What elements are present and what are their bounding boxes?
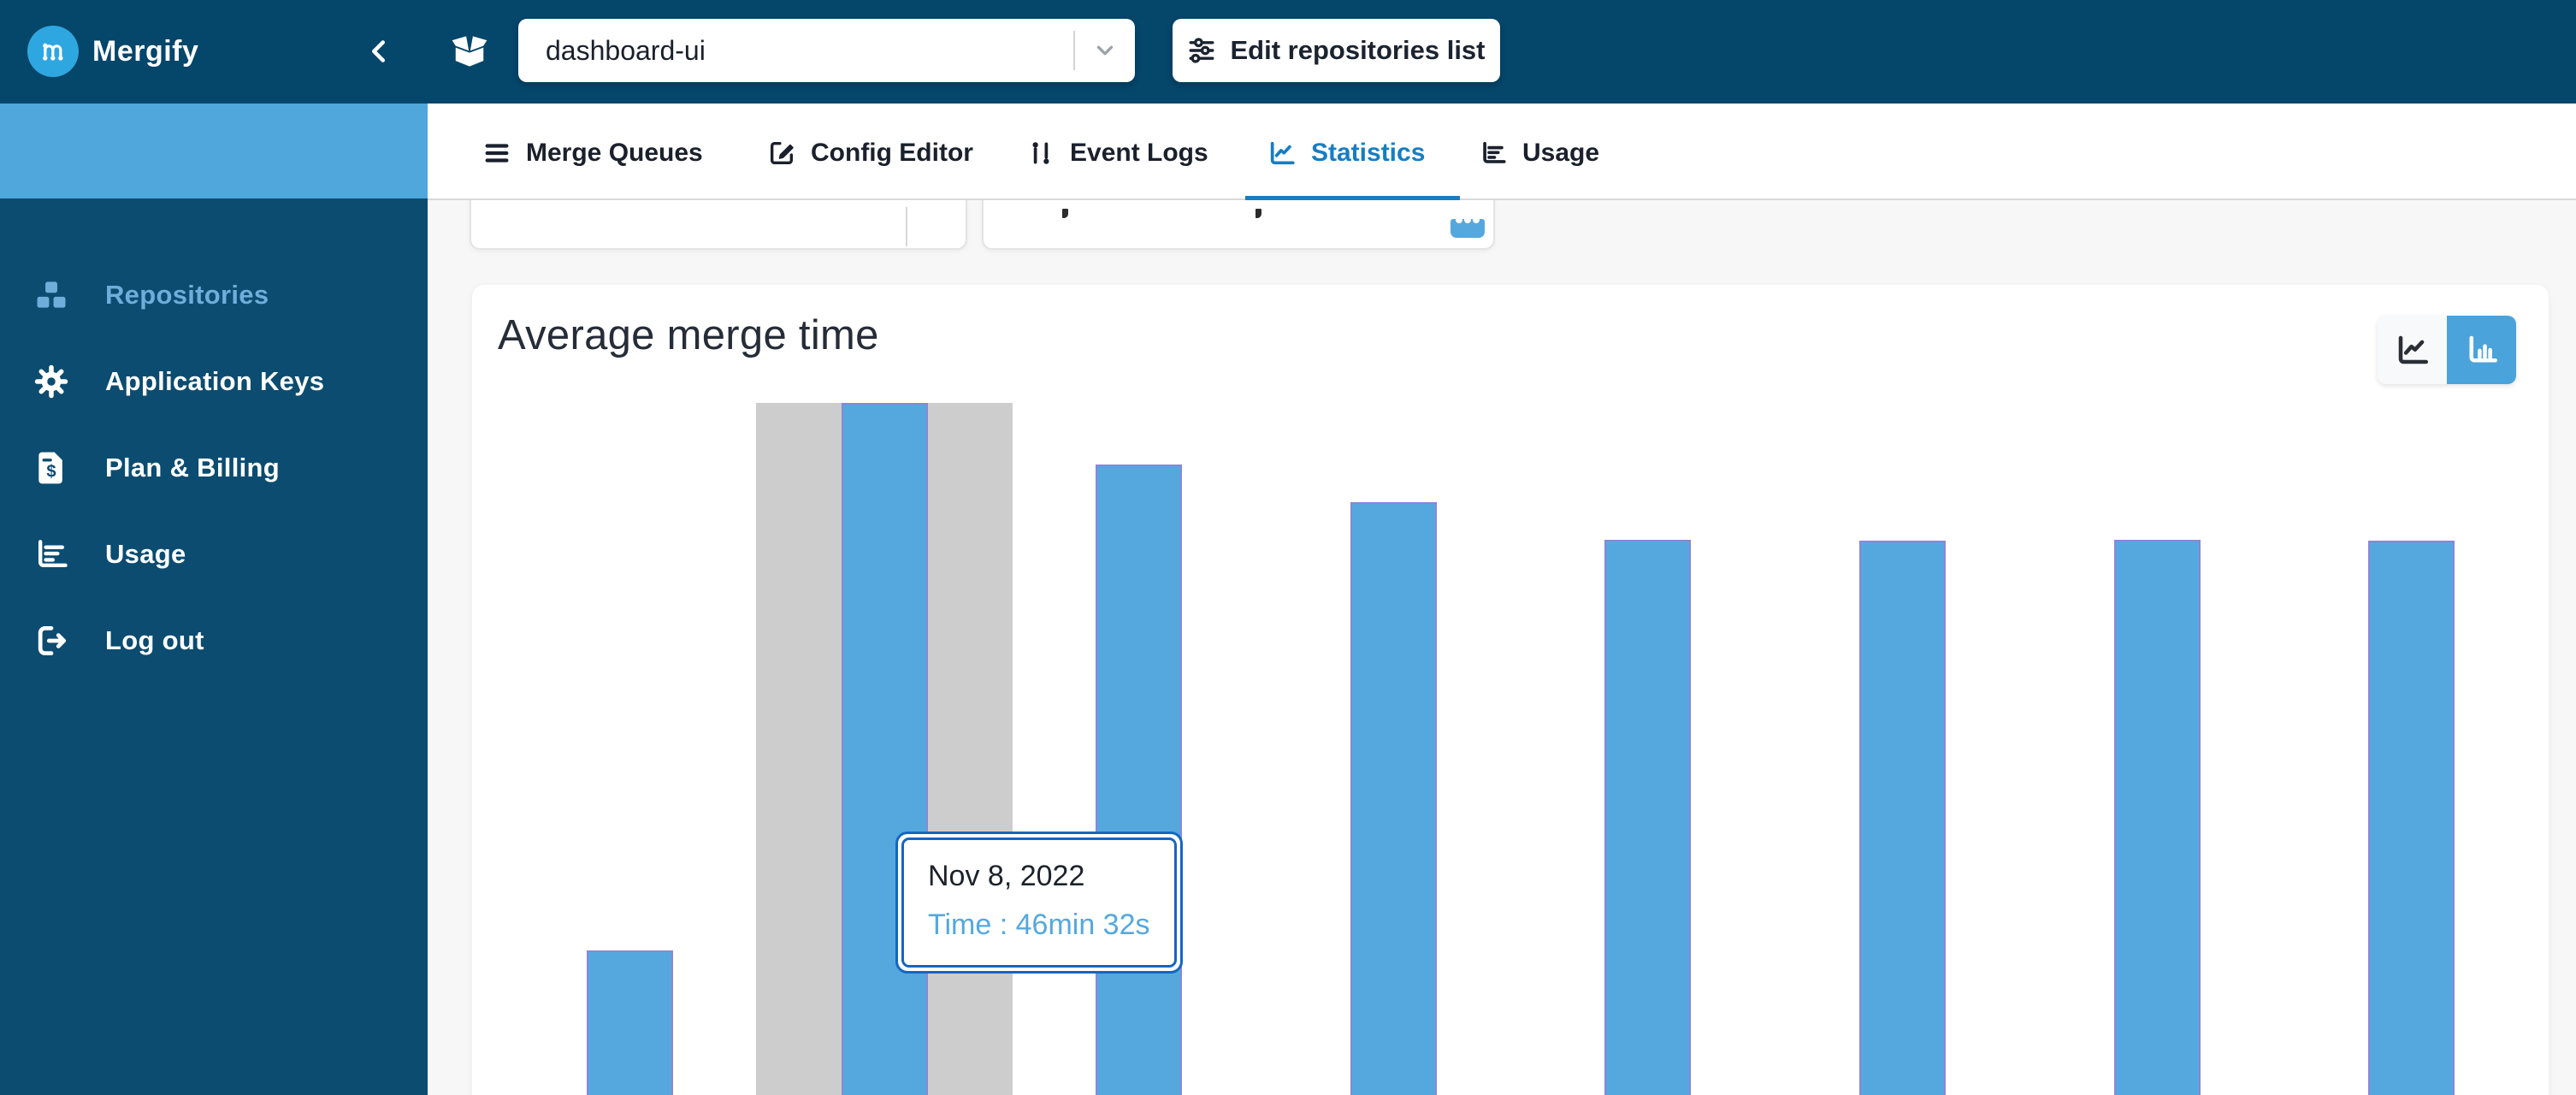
edit-repositories-label: Edit repositories list (1230, 35, 1486, 65)
svg-text:$: $ (46, 462, 56, 481)
bar-chart-toggle-button-active[interactable] (2447, 316, 2516, 384)
tooltip-value: Time : 46min 32s (928, 909, 1150, 941)
date-range-filter-clipped[interactable] (982, 200, 1495, 250)
card-title: Average merge time (498, 312, 879, 358)
tab-merge-queues[interactable]: Merge Queues (482, 127, 703, 179)
chart-bar[interactable] (1604, 540, 1691, 1095)
sidebar-item-application-keys[interactable]: Application Keys (0, 354, 428, 409)
repository-select[interactable]: dashboard-ui (518, 19, 1135, 82)
sidebar: Repositories Application Keys (0, 198, 428, 1095)
tooltip-date: Nov 8, 2022 (928, 860, 1085, 892)
line-chart-toggle-button[interactable] (2378, 316, 2447, 384)
tab-event-logs[interactable]: Event Logs (1026, 127, 1208, 179)
mergify-logo (27, 26, 79, 77)
top-navbar: Mergify dashboard-ui Edit reposito (0, 0, 2576, 104)
bar-chart-icon (2468, 335, 2497, 363)
chevron-down-icon (1075, 38, 1135, 63)
average-merge-time-card: Average merge time No (472, 285, 2549, 1095)
mergify-m-icon (43, 43, 63, 61)
sidebar-item-log-out[interactable]: Log out (0, 613, 428, 668)
open-box-icon (446, 28, 493, 76)
chart-bar[interactable] (1096, 465, 1182, 1095)
chart-bar[interactable] (1350, 502, 1437, 1095)
sidebar-item-repositories[interactable]: Repositories (0, 268, 428, 323)
select-divider (1073, 31, 1075, 70)
chart-tooltip: Nov 8, 2022 Time : 46min 32s (895, 832, 1183, 974)
cubes-icon (31, 275, 72, 316)
chart-type-toggle (2378, 316, 2516, 384)
sliders-icon (1190, 38, 1214, 63)
brand-name: Mergify (92, 35, 199, 68)
sidebar-item-usage[interactable]: Usage (0, 527, 428, 582)
select-divider (906, 207, 907, 246)
edit-icon (770, 141, 794, 165)
clipped-text-mark (1256, 209, 1261, 218)
chart-bar[interactable] (842, 403, 928, 1095)
bar-chart-icon (31, 534, 72, 575)
tabs-bar: Merge Queues Config Editor Event Logs St… (428, 104, 2576, 200)
tab-statistics-active[interactable]: Statistics (1267, 127, 1425, 179)
tab-usage[interactable]: Usage (1479, 127, 1599, 179)
line-chart-icon (2398, 335, 2428, 364)
list-icon (485, 144, 509, 163)
chart-bar[interactable] (2368, 541, 2455, 1095)
sidebar-collapse-button[interactable] (356, 27, 404, 75)
chart-bar[interactable] (1859, 541, 1946, 1095)
repository-select-value: dashboard-ui (546, 34, 706, 66)
line-chart-icon (1270, 141, 1295, 165)
chevron-left-icon (372, 40, 385, 62)
content-area: Average merge time No (428, 200, 2576, 1095)
bar-chart-icon (1483, 141, 1506, 163)
calendar-icon (1450, 216, 1485, 238)
tab-config-editor[interactable]: Config Editor (767, 127, 973, 179)
sign-out-icon (31, 620, 72, 661)
gear-icon (31, 361, 72, 402)
filter-select-clipped[interactable] (470, 200, 967, 250)
bar-chart: Nov 8, 2022 Time : 46min 32s (472, 285, 2549, 1095)
invoice-dollar-icon: $ (31, 447, 72, 488)
edit-repositories-button[interactable]: Edit repositories list (1173, 19, 1500, 82)
chart-bar[interactable] (587, 950, 673, 1095)
org-switcher[interactable] (0, 104, 428, 198)
sidebar-item-plan-billing[interactable]: $ Plan & Billing (0, 441, 428, 495)
timeline-icon (1032, 142, 1049, 164)
chart-bar[interactable] (2114, 540, 2201, 1095)
active-tab-underline (1245, 196, 1460, 200)
clipped-text-mark (1062, 209, 1068, 218)
